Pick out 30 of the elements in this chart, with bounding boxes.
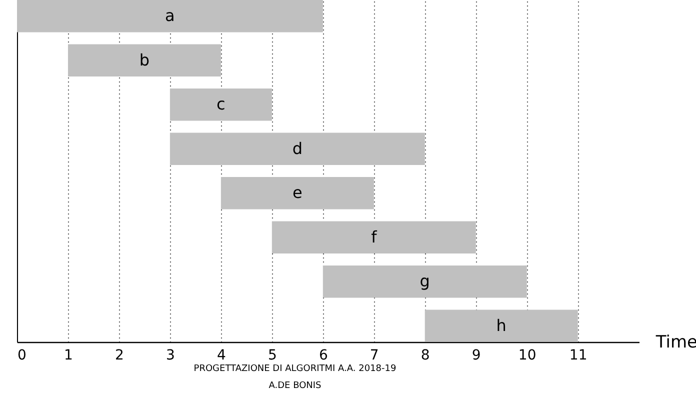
x-tick-label: 8: [420, 348, 430, 364]
x-tick-label: 0: [18, 348, 26, 364]
x-tick-label: 5: [268, 348, 277, 364]
y-tick-label: g: [420, 272, 430, 291]
text: A.DE BONIS: [268, 381, 322, 391]
x-tick-label: 6: [318, 348, 328, 364]
x-tick-label: 11: [569, 348, 588, 364]
bar: [17, 0, 323, 32]
y-tick-label: c: [216, 94, 226, 114]
bar: [220, 176, 374, 210]
text: PROGETTAZIONE DI ALGORITMI A.A. 2018-19: [194, 364, 396, 374]
x-tick-label: 2: [115, 348, 124, 364]
bar: [68, 44, 221, 77]
bar: [424, 310, 578, 342]
bar: [170, 88, 272, 121]
y-tick-label: f: [371, 227, 378, 246]
y-tick-label: a: [165, 6, 175, 26]
x-tick-label: 4: [216, 348, 226, 364]
y-tick-label: b: [139, 50, 150, 70]
y-tick-label: d: [292, 138, 302, 158]
x-tick-label: 3: [166, 348, 175, 364]
x-tick-label: 7: [370, 348, 379, 364]
bar: [272, 221, 476, 254]
bar: [322, 265, 527, 298]
x-tick-label: 1: [64, 348, 73, 364]
y-tick-label: h: [496, 316, 506, 335]
bar: [170, 132, 425, 166]
x-tick-label: 10: [518, 348, 536, 364]
x-tick-label: 9: [472, 348, 481, 364]
y-tick-label: e: [292, 183, 302, 202]
